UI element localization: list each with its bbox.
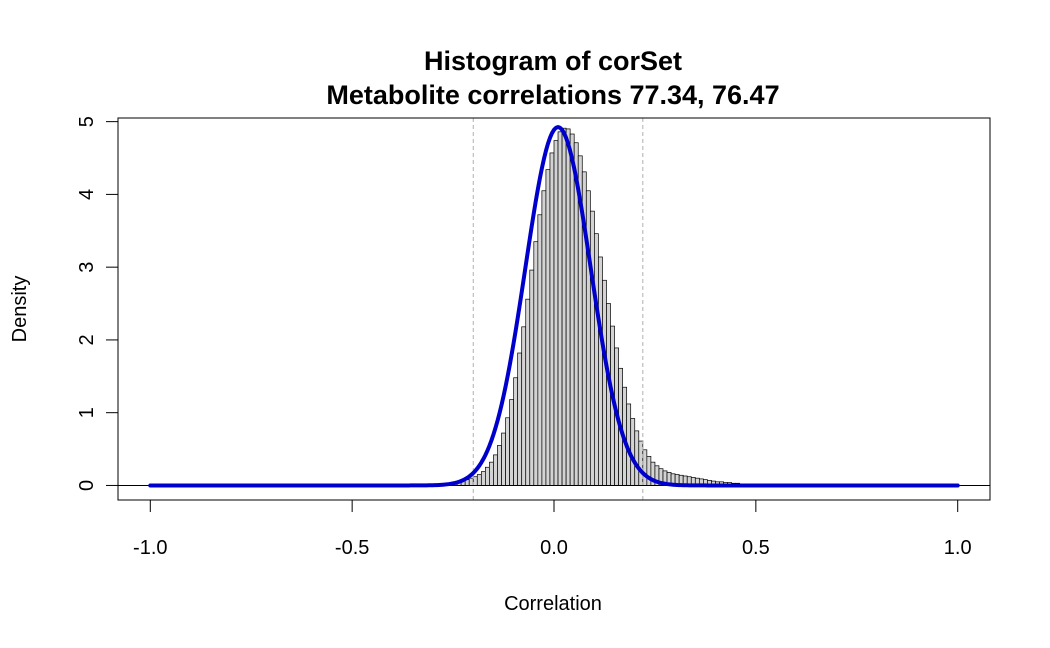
histogram-bar [525,298,531,486]
y-tick-label: 3 [76,262,98,273]
histogram-bar [606,303,611,486]
y-tick-label: 1 [76,407,98,418]
x-axis: -1.0 -0.5 0.0 0.5 1.0 [133,499,972,559]
histogram-bar [545,169,551,486]
x-tick-label: -0.5 [335,537,369,559]
y-axis-label: Density [9,276,31,343]
histogram-bar [468,477,474,486]
histogram-bar [517,352,523,486]
reference-lines [472,118,644,500]
histogram-bar [594,233,599,486]
y-axis: 0 1 2 3 4 5 [76,116,119,491]
histogram-bar [602,279,607,486]
histogram-bar [513,377,519,486]
y-tick-label: 5 [76,116,98,127]
histogram-bar [509,399,514,486]
histogram-bar [489,461,494,486]
histogram-bar [537,214,543,486]
histogram-bar [476,474,482,486]
density-curve [148,125,960,488]
y-tick-label: 0 [76,480,98,491]
histogram-bar [533,241,539,486]
histogram-bars [432,127,741,486]
histogram-bar [505,417,510,486]
histogram-bar [541,190,547,486]
histogram-bar [557,131,563,486]
x-axis-label: Correlation [504,593,602,615]
histogram-bar [497,445,502,486]
histogram-bar [553,140,559,486]
x-tick-label: -1.0 [133,537,167,559]
histogram-bar [549,152,555,486]
y-tick-label: 2 [76,334,98,345]
histogram-bar [638,440,644,486]
histogram-bar [480,471,486,486]
x-tick-label: 0.5 [742,537,770,559]
histogram-bar [472,476,478,486]
histogram-bar [501,432,506,486]
histogram-bar [493,454,498,486]
histogram-bar [529,269,535,486]
histogram-bar [634,430,640,486]
y-tick-label: 4 [76,189,98,200]
histogram-bar [646,455,652,486]
histogram-bar [565,128,571,486]
histogram-bar [521,326,527,486]
histogram-bar [569,133,575,486]
histogram-bar [598,256,603,486]
x-tick-label: 1.0 [944,537,972,559]
histogram-bar [642,449,648,486]
histogram-bar [485,466,490,486]
histogram-bar [589,210,595,486]
chart-title: Histogram of corSet [424,46,682,76]
x-tick-label: 0.0 [540,537,568,559]
chart-subtitle: Metabolite correlations 77.34, 76.47 [326,80,779,110]
histogram-bar [561,127,567,486]
